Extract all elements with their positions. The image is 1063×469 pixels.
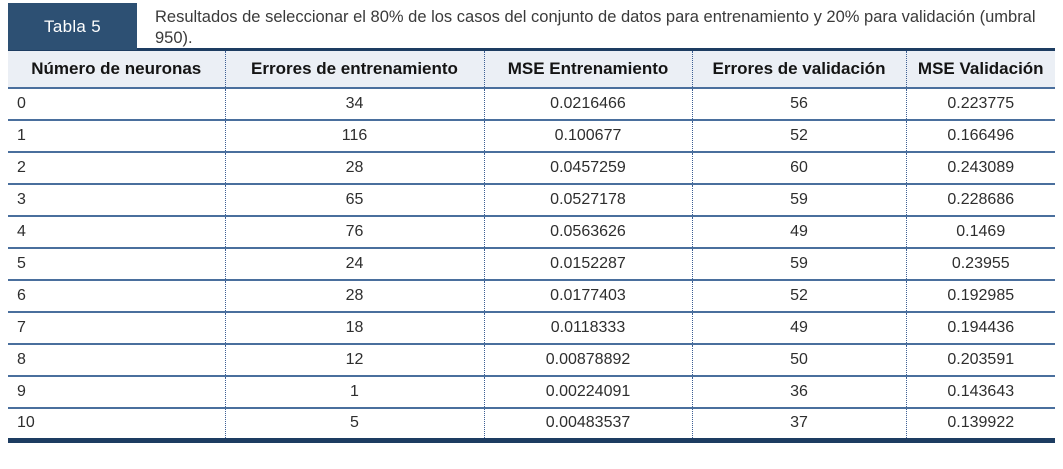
table-cell: 0.00224091 — [483, 375, 692, 408]
table-cell: 1 — [224, 375, 484, 408]
table-cell: 12 — [224, 343, 484, 376]
table-header-row: Número de neuronas Errores de entrenamien… — [8, 51, 1055, 89]
column-header: MSE Validación — [905, 51, 1055, 89]
table-number-label: Tabla 5 — [44, 16, 101, 36]
table-cell: 2 — [8, 151, 225, 184]
table-cell: 0.0177403 — [483, 279, 692, 312]
table-cell: 0.00878892 — [483, 343, 692, 376]
table-cell: 0.100677 — [483, 119, 692, 152]
table-cell: 3 — [8, 183, 225, 216]
table-cell: 0.223775 — [905, 88, 1055, 120]
table-cell: 8 — [8, 343, 225, 376]
table-number-tab: Tabla 5 — [8, 3, 137, 50]
table-row: 7 18 0.0118333 49 0.194436 — [8, 311, 1055, 344]
table-cell: 0.00483537 — [483, 407, 692, 440]
table-cell: 6 — [8, 279, 225, 312]
table-cell: 0.203591 — [905, 343, 1055, 376]
table-cell: 52 — [691, 119, 906, 152]
table-caption: Resultados de seleccionar el 80% de los … — [155, 8, 1036, 48]
table-cell: 5 — [8, 247, 225, 280]
table-cell: 1 — [8, 119, 225, 152]
table-cell: 36 — [691, 375, 906, 408]
table-cell: 60 — [691, 151, 906, 184]
table-row: 10 5 0.00483537 37 0.139922 — [8, 407, 1055, 440]
table-cell: 50 — [691, 343, 906, 376]
table-cell: 76 — [224, 215, 484, 248]
column-header: MSE Entrenamiento — [483, 51, 692, 89]
table-cell: 0.243089 — [905, 151, 1055, 184]
table-cell: 0.0457259 — [483, 151, 692, 184]
table-cell: 34 — [224, 88, 484, 120]
table-cell: 116 — [224, 119, 484, 152]
table-cell: 24 — [224, 247, 484, 280]
table-cell: 18 — [224, 311, 484, 344]
table-cell: 9 — [8, 375, 225, 408]
table-cell: 49 — [691, 215, 906, 248]
table-cell: 28 — [224, 151, 484, 184]
table-cell: 37 — [691, 407, 906, 440]
table-cell: 10 — [8, 407, 225, 440]
results-table: Número de neuronas Errores de entrenamien… — [8, 51, 1055, 443]
table-cell: 0.0563626 — [483, 215, 692, 248]
table-cell: 0.192985 — [905, 279, 1055, 312]
table-row: 5 24 0.0152287 59 0.23955 — [8, 247, 1055, 280]
results-table-container: Número de neuronas Errores de entrenamien… — [8, 51, 1055, 443]
table-cell: 65 — [224, 183, 484, 216]
table-cell: 0.166496 — [905, 119, 1055, 152]
table-cell: 0.143643 — [905, 375, 1055, 408]
table-cell: 7 — [8, 311, 225, 344]
table-cell: 59 — [691, 183, 906, 216]
table-cell: 5 — [224, 407, 484, 440]
table-cell: 0.0152287 — [483, 247, 692, 280]
table-cell: 28 — [224, 279, 484, 312]
table-row: 1 116 0.100677 52 0.166496 — [8, 119, 1055, 152]
table-row: 6 28 0.0177403 52 0.192985 — [8, 279, 1055, 312]
table-row: 3 65 0.0527178 59 0.228686 — [8, 183, 1055, 216]
table-row: 8 12 0.00878892 50 0.203591 — [8, 343, 1055, 376]
table-row: 0 34 0.0216466 56 0.223775 — [8, 88, 1055, 120]
table-row: 2 28 0.0457259 60 0.243089 — [8, 151, 1055, 184]
table-cell: 49 — [691, 311, 906, 344]
table-cell: 59 — [691, 247, 906, 280]
column-header: Errores de entrenamiento — [224, 51, 484, 89]
table-cell: 52 — [691, 279, 906, 312]
table-top-rule — [8, 48, 1055, 51]
table-cell: 0.194436 — [905, 311, 1055, 344]
table-cell: 56 — [691, 88, 906, 120]
table-cell: 0.0216466 — [483, 88, 692, 120]
column-header: Errores de validación — [691, 51, 906, 89]
table-cell: 0 — [8, 88, 225, 120]
table-row: 9 1 0.00224091 36 0.143643 — [8, 375, 1055, 408]
table-cell: 0.228686 — [905, 183, 1055, 216]
table-cell: 0.0527178 — [483, 183, 692, 216]
table-cell: 0.1469 — [905, 215, 1055, 248]
table-cell: 0.139922 — [905, 407, 1055, 440]
table-cell: 0.0118333 — [483, 311, 692, 344]
column-header: Número de neuronas — [8, 51, 225, 89]
table-cell: 4 — [8, 215, 225, 248]
table-row: 4 76 0.0563626 49 0.1469 — [8, 215, 1055, 248]
table-cell: 0.23955 — [905, 247, 1055, 280]
